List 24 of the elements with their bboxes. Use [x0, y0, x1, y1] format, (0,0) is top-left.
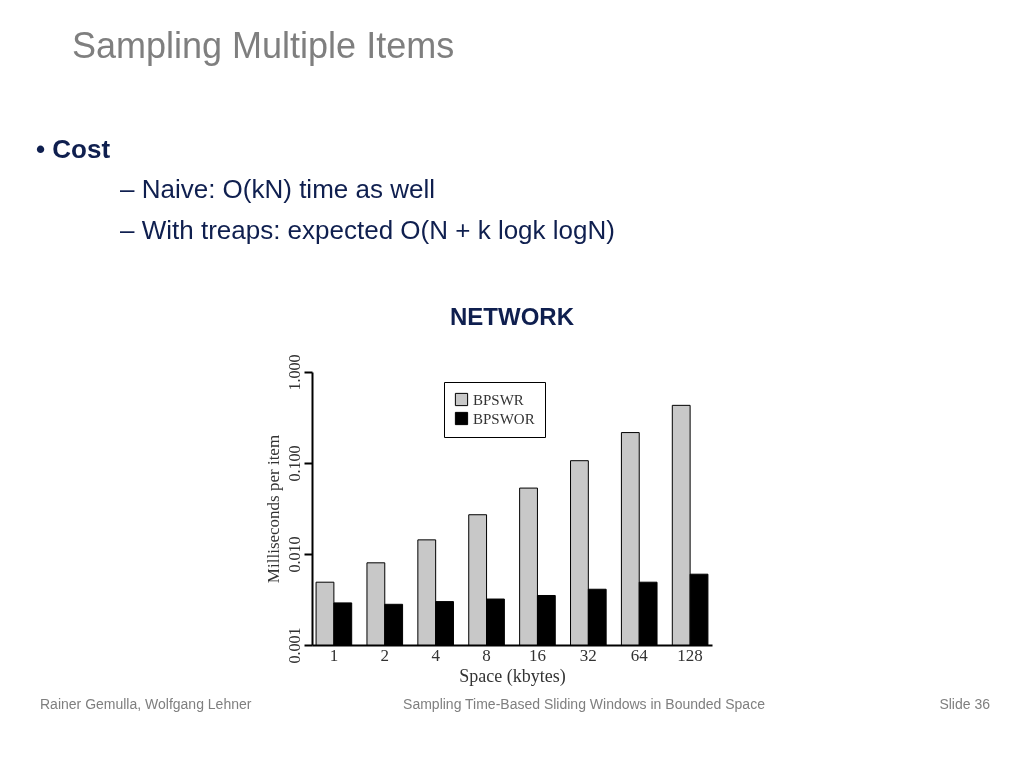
- text: – With treaps: expected O(N + k logk logN): [120, 215, 615, 245]
- legend-label: BPSWR: [473, 391, 524, 408]
- x-tick-label: 64: [630, 645, 649, 665]
- x-tick-label: 32: [579, 645, 597, 665]
- y-tick-label: 0.010: [285, 536, 303, 573]
- x-tick-label: 1: [329, 645, 339, 665]
- text: • Cost: [36, 134, 111, 164]
- x-tick-label: 4: [431, 645, 441, 665]
- x-tick-label: 128: [677, 645, 703, 665]
- text: – Naive: O(kN) time as well: [120, 174, 435, 204]
- chart-title: NETWORK: [450, 303, 575, 330]
- x-axis-title: Space (kbytes): [459, 665, 566, 687]
- legend-label: BPSWOR: [473, 410, 535, 427]
- text: Rainer Gemulla, Wolfgang Lehner: [40, 696, 252, 712]
- x-tick-label: 16: [528, 645, 546, 665]
- text: Slide 36: [939, 696, 991, 712]
- y-tick-label: 0.001: [285, 627, 303, 664]
- text: Sampling Multiple Items: [72, 25, 455, 66]
- y-tick-label: 1.000: [285, 354, 303, 391]
- x-tick-label: 2: [380, 645, 390, 665]
- y-tick-label: 0.100: [285, 445, 303, 482]
- text: Sampling Time-Based Sliding Windows in Bounded Space: [403, 696, 766, 712]
- y-axis-title: Milliseconds per item: [263, 434, 283, 584]
- x-tick-label: 8: [482, 645, 491, 665]
